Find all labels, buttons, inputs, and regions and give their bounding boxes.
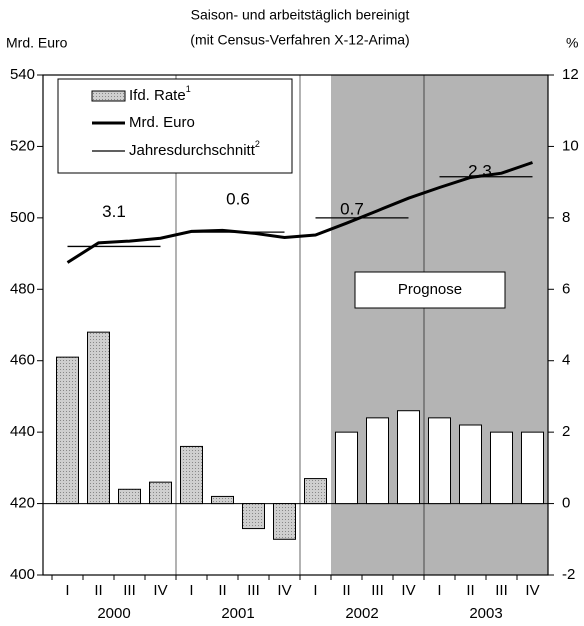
bar	[366, 417, 389, 505]
x-tick-label: III	[247, 582, 260, 599]
x-tick-label: I	[65, 582, 69, 599]
y2-tick-label: 0	[562, 495, 570, 512]
forecast-box	[354, 271, 506, 309]
bar	[180, 445, 203, 505]
growth-label: 0.7	[340, 199, 364, 218]
subtitle: Saison- und arbeitstäglich bereinigt	[191, 7, 410, 23]
y-tick-label: 500	[10, 209, 35, 226]
growth-label: 3.1	[102, 202, 126, 221]
x-tick-label: II	[342, 582, 350, 599]
legend-text: Ifd. Rate	[129, 87, 186, 104]
y2-tick-label: 8	[562, 209, 570, 226]
growth-label: 2.3	[468, 161, 492, 180]
x-tick-label: II	[94, 582, 102, 599]
x-tick-label: II	[218, 582, 226, 599]
y2-axis-label: %	[566, 35, 578, 51]
legend-text: Mrd. Euro	[129, 114, 195, 131]
y2-tick-label: 4	[562, 352, 570, 369]
x-tick-label: I	[437, 582, 441, 599]
year-label: 2001	[221, 605, 254, 622]
bar	[304, 478, 327, 505]
bar	[490, 431, 513, 505]
bar	[459, 424, 482, 505]
forecast-label: Prognose	[398, 281, 462, 298]
x-tick-label: IV	[525, 582, 539, 599]
line	[66, 161, 533, 264]
legend-label: Mrd. Euro	[129, 114, 195, 131]
year-label: 2000	[97, 605, 130, 622]
y-tick-label: 460	[10, 352, 35, 369]
x-tick-label: III	[123, 582, 136, 599]
bar	[335, 431, 358, 505]
bar	[87, 331, 110, 505]
bar	[56, 356, 79, 505]
bar	[118, 488, 141, 505]
x-tick-label: III	[371, 582, 384, 599]
legend-footnote: 2	[255, 139, 260, 149]
legend-label: Ifd. Rate1	[129, 84, 191, 104]
bar	[521, 431, 544, 505]
legend-footnote: 1	[186, 84, 191, 94]
y-tick-label: 440	[10, 423, 35, 440]
legend-text: Jahresdurchschnitt	[129, 142, 256, 159]
y-tick-label: 540	[10, 66, 35, 83]
y2-tick-label: 2	[562, 423, 570, 440]
y-tick-label: 400	[10, 566, 35, 583]
x-tick-label: II	[466, 582, 474, 599]
x-tick-label: III	[495, 582, 508, 599]
bar	[397, 410, 420, 505]
legend-swatch	[91, 90, 126, 102]
subtitle: (mit Census-Verfahren X-12-Arima)	[190, 32, 409, 48]
y2-tick-label: 6	[562, 280, 570, 297]
bar	[211, 495, 234, 505]
plot-frame	[42, 74, 549, 576]
bar	[149, 481, 172, 505]
year-label: 2003	[469, 605, 502, 622]
bar	[273, 503, 296, 540]
growth-label: 0.6	[226, 190, 250, 209]
bar	[428, 417, 451, 505]
x-tick-label: I	[189, 582, 193, 599]
x-tick-label: I	[313, 582, 317, 599]
y-axis-label: Mrd. Euro	[6, 35, 68, 51]
year-label: 2002	[345, 605, 378, 622]
y-tick-label: 480	[10, 280, 35, 297]
y2-tick-label: -2	[562, 566, 575, 583]
legend-label: Jahresdurchschnitt2	[129, 139, 260, 159]
y2-tick-label: 12	[562, 66, 579, 83]
y-tick-label: 520	[10, 137, 35, 154]
x-tick-label: IV	[153, 582, 167, 599]
y2-tick-label: 10	[562, 137, 579, 154]
y-tick-label: 420	[10, 495, 35, 512]
bar	[242, 503, 265, 530]
x-tick-label: IV	[277, 582, 291, 599]
x-tick-label: IV	[401, 582, 415, 599]
